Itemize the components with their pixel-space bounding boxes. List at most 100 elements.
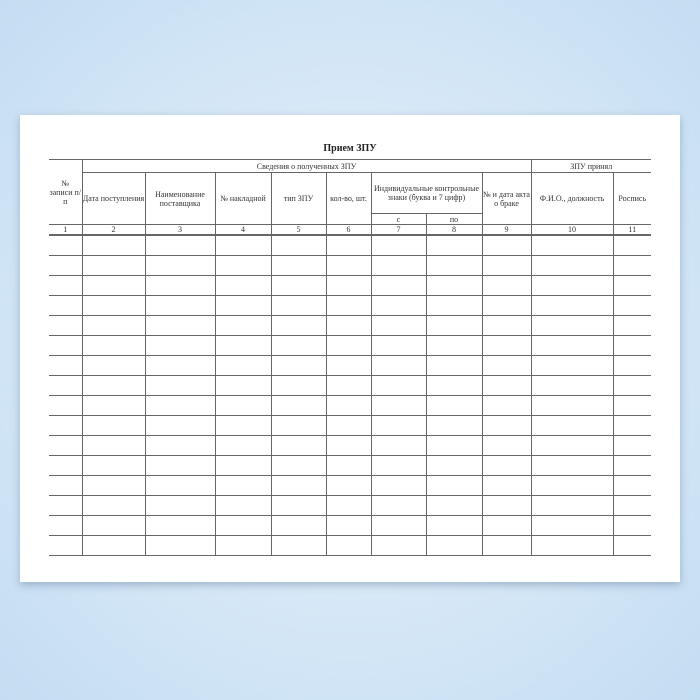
- table-cell[interactable]: [612, 315, 651, 336]
- table-cell[interactable]: [612, 475, 651, 496]
- table-cell[interactable]: [270, 395, 327, 416]
- table-cell[interactable]: [81, 355, 146, 376]
- table-cell[interactable]: [144, 335, 216, 356]
- table-cell[interactable]: [370, 495, 427, 516]
- table-cell[interactable]: [425, 415, 483, 436]
- table-cell[interactable]: [214, 275, 272, 296]
- table-cell[interactable]: [370, 255, 427, 276]
- table-cell[interactable]: [81, 295, 146, 316]
- table-cell[interactable]: [481, 315, 532, 336]
- table-cell[interactable]: [425, 435, 483, 456]
- table-cell[interactable]: [325, 515, 372, 536]
- table-cell[interactable]: [481, 234, 532, 256]
- table-cell[interactable]: [530, 415, 614, 436]
- table-cell[interactable]: [49, 255, 83, 276]
- table-cell[interactable]: [325, 375, 372, 396]
- table-cell[interactable]: [425, 395, 483, 416]
- table-cell[interactable]: [270, 455, 327, 476]
- table-cell[interactable]: [325, 395, 372, 416]
- table-cell[interactable]: [81, 255, 146, 276]
- table-cell[interactable]: [612, 515, 651, 536]
- table-cell[interactable]: [530, 234, 614, 256]
- table-cell[interactable]: [481, 415, 532, 436]
- table-cell[interactable]: [612, 375, 651, 396]
- table-cell[interactable]: [530, 495, 614, 516]
- table-cell[interactable]: [49, 355, 83, 376]
- table-cell[interactable]: [481, 295, 532, 316]
- table-cell[interactable]: [370, 455, 427, 476]
- table-cell[interactable]: [214, 395, 272, 416]
- table-cell[interactable]: [612, 355, 651, 376]
- table-cell[interactable]: [144, 375, 216, 396]
- table-cell[interactable]: [370, 275, 427, 296]
- table-cell[interactable]: [481, 495, 532, 516]
- table-cell[interactable]: [144, 395, 216, 416]
- table-cell[interactable]: [370, 395, 427, 416]
- table-cell[interactable]: [49, 375, 83, 396]
- table-cell[interactable]: [612, 535, 651, 556]
- table-cell[interactable]: [49, 275, 83, 296]
- table-cell[interactable]: [81, 515, 146, 536]
- table-cell[interactable]: [370, 355, 427, 376]
- table-cell[interactable]: [81, 415, 146, 436]
- table-cell[interactable]: [81, 335, 146, 356]
- table-cell[interactable]: [370, 234, 427, 256]
- table-cell[interactable]: [612, 335, 651, 356]
- table-cell[interactable]: [49, 295, 83, 316]
- table-cell[interactable]: [270, 255, 327, 276]
- table-cell[interactable]: [425, 255, 483, 276]
- table-cell[interactable]: [481, 255, 532, 276]
- table-cell[interactable]: [481, 435, 532, 456]
- table-cell[interactable]: [144, 535, 216, 556]
- table-cell[interactable]: [144, 295, 216, 316]
- table-cell[interactable]: [144, 515, 216, 536]
- table-cell[interactable]: [81, 495, 146, 516]
- table-cell[interactable]: [481, 275, 532, 296]
- table-cell[interactable]: [481, 515, 532, 536]
- table-cell[interactable]: [214, 535, 272, 556]
- table-cell[interactable]: [214, 295, 272, 316]
- table-cell[interactable]: [370, 515, 427, 536]
- table-cell[interactable]: [81, 455, 146, 476]
- table-cell[interactable]: [425, 315, 483, 336]
- table-cell[interactable]: [270, 234, 327, 256]
- table-cell[interactable]: [144, 275, 216, 296]
- table-cell[interactable]: [270, 335, 327, 356]
- table-cell[interactable]: [144, 234, 216, 256]
- table-cell[interactable]: [214, 234, 272, 256]
- table-cell[interactable]: [214, 335, 272, 356]
- table-cell[interactable]: [481, 475, 532, 496]
- table-cell[interactable]: [49, 495, 83, 516]
- table-cell[interactable]: [481, 335, 532, 356]
- table-cell[interactable]: [214, 315, 272, 336]
- table-cell[interactable]: [530, 395, 614, 416]
- table-cell[interactable]: [270, 535, 327, 556]
- table-cell[interactable]: [270, 275, 327, 296]
- table-cell[interactable]: [270, 515, 327, 536]
- table-cell[interactable]: [425, 375, 483, 396]
- table-cell[interactable]: [144, 255, 216, 276]
- table-cell[interactable]: [81, 435, 146, 456]
- table-cell[interactable]: [425, 475, 483, 496]
- table-cell[interactable]: [325, 435, 372, 456]
- table-cell[interactable]: [325, 475, 372, 496]
- table-cell[interactable]: [325, 255, 372, 276]
- table-cell[interactable]: [49, 435, 83, 456]
- table-cell[interactable]: [270, 355, 327, 376]
- table-cell[interactable]: [530, 335, 614, 356]
- table-cell[interactable]: [214, 435, 272, 456]
- table-cell[interactable]: [425, 335, 483, 356]
- table-cell[interactable]: [530, 535, 614, 556]
- table-cell[interactable]: [214, 495, 272, 516]
- table-cell[interactable]: [425, 455, 483, 476]
- table-cell[interactable]: [49, 335, 83, 356]
- table-cell[interactable]: [612, 495, 651, 516]
- table-cell[interactable]: [612, 295, 651, 316]
- table-cell[interactable]: [481, 455, 532, 476]
- table-cell[interactable]: [144, 315, 216, 336]
- table-cell[interactable]: [325, 295, 372, 316]
- table-cell[interactable]: [49, 455, 83, 476]
- table-cell[interactable]: [425, 515, 483, 536]
- table-cell[interactable]: [270, 295, 327, 316]
- table-cell[interactable]: [214, 375, 272, 396]
